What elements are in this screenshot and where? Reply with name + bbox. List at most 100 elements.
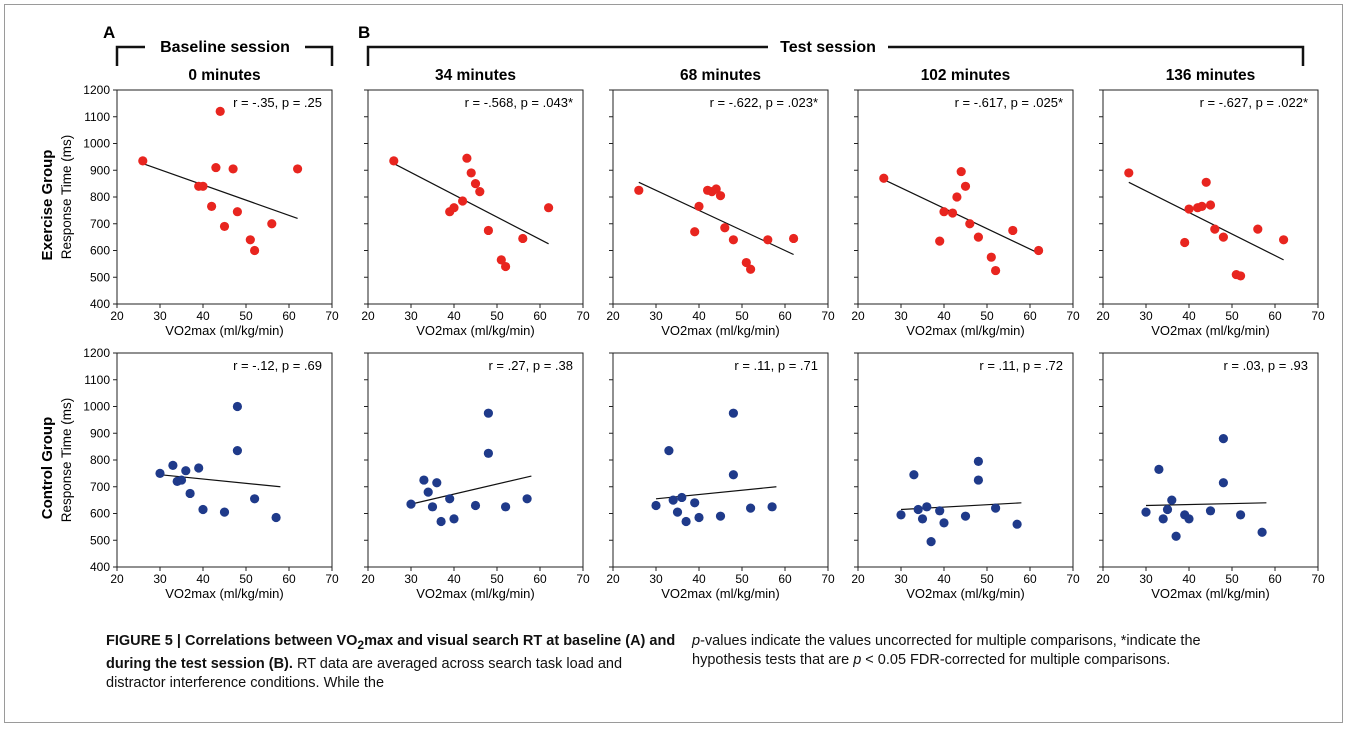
correlation-annotation: r = .27, p = .38 [488, 358, 573, 373]
data-point [956, 166, 966, 177]
data-point [181, 466, 191, 476]
x-tick-label: 40 [1182, 572, 1196, 586]
plot-title: 68 minutes [680, 67, 761, 84]
y-tick-label: 1100 [84, 373, 110, 387]
x-tick-label: 20 [606, 572, 620, 586]
x-tick-label: 60 [282, 309, 296, 323]
data-point [176, 475, 187, 485]
data-point [1034, 245, 1044, 256]
x-tick-label: 30 [894, 572, 908, 586]
x-tick-label: 20 [361, 309, 375, 323]
data-point [664, 446, 674, 456]
plot-exercise-4: 136 minutes 20 30 40 50 60 70 VO2max (ml/kg/min… [1096, 67, 1325, 338]
x-axis-label: VO2max (ml/kg/min) [165, 586, 283, 601]
data-point [728, 235, 739, 245]
data-point [1253, 224, 1263, 234]
plot-control-3: 20 30 40 50 60 70 VO2max (ml/kg/min) r = .11, p… [851, 352, 1080, 601]
trend-line [142, 162, 298, 219]
data-point [973, 475, 984, 485]
data-point [879, 173, 889, 183]
x-tick-label: 30 [153, 572, 167, 586]
x-axis-label: VO2max (ml/kg/min) [165, 323, 283, 338]
data-point [896, 510, 906, 520]
correlation-annotation: r = -.622, p = .023* [710, 95, 818, 110]
data-point [1012, 519, 1022, 529]
data-point [194, 463, 204, 473]
data-point [501, 502, 511, 512]
data-point [470, 179, 481, 189]
control-group-label: Control Group [39, 417, 56, 519]
data-point [728, 408, 739, 418]
data-point [965, 219, 975, 229]
x-tick-label: 20 [1096, 309, 1110, 323]
plot-title: 34 minutes [435, 67, 516, 84]
data-point [228, 164, 238, 174]
data-point [939, 207, 949, 217]
data-point [1184, 204, 1194, 214]
y-axis-label: Response Time (ms) [59, 398, 74, 523]
x-tick-label: 20 [851, 572, 865, 586]
y-tick-label: 1200 [83, 83, 110, 97]
data-point [1205, 506, 1216, 516]
plot-frame [367, 89, 584, 305]
data-point [470, 500, 481, 511]
baseline-session-label: Baseline session [160, 39, 290, 56]
data-point [232, 207, 242, 217]
caption-body-b: -values indicate the values uncorrected … [692, 633, 1201, 668]
data-point [767, 502, 777, 512]
x-axis-label: VO2max (ml/kg/min) [416, 323, 534, 338]
data-point [1257, 527, 1267, 537]
x-tick-label: 70 [576, 572, 590, 586]
data-point [960, 511, 971, 521]
data-point [267, 219, 277, 229]
data-point [1218, 232, 1228, 242]
x-tick-label: 60 [1023, 309, 1037, 323]
data-point [935, 236, 945, 246]
x-tick-label: 30 [649, 572, 663, 586]
data-point [483, 448, 493, 458]
plot-frame [612, 352, 829, 568]
data-point [518, 233, 528, 244]
y-tick-label: 400 [90, 560, 110, 574]
y-tick-label: 800 [90, 453, 110, 467]
data-point [1210, 224, 1220, 234]
data-point [746, 503, 756, 513]
x-tick-label: 70 [1066, 309, 1080, 323]
plot-frame [1102, 352, 1319, 568]
data-point [185, 488, 195, 499]
trend-line [1128, 181, 1284, 261]
data-point [436, 516, 446, 527]
data-point [690, 227, 700, 237]
y-tick-label: 1000 [83, 400, 110, 414]
y-tick-label: 1200 [83, 346, 110, 360]
x-tick-label: 20 [110, 309, 124, 323]
x-tick-label: 30 [153, 309, 167, 323]
data-point [677, 492, 687, 503]
data-point [522, 494, 532, 504]
data-point [406, 499, 416, 509]
x-tick-label: 20 [1096, 572, 1110, 586]
data-point [475, 187, 485, 197]
x-tick-label: 30 [894, 309, 908, 323]
data-point [741, 257, 751, 268]
x-tick-label: 40 [447, 572, 461, 586]
plot-control-0: 20 30 40 50 60 70 400 500 600 700 800 900 1000 1100 12… [59, 346, 339, 601]
data-point [138, 156, 148, 166]
data-point [728, 470, 739, 480]
data-point [449, 203, 459, 213]
data-point [681, 516, 691, 527]
baseline-bracket [115, 45, 334, 66]
x-tick-label: 30 [1139, 309, 1153, 323]
plot-frame [1102, 89, 1319, 305]
data-point [746, 264, 756, 274]
data-point [271, 512, 281, 523]
y-tick-label: 700 [90, 217, 110, 231]
data-point [1205, 200, 1216, 210]
plot-frame [857, 89, 1074, 305]
data-point [219, 221, 230, 232]
data-point [496, 255, 506, 265]
data-point [466, 168, 476, 178]
correlation-annotation: r = -.35, p = .25 [233, 95, 322, 110]
data-point [694, 512, 704, 523]
data-point [1197, 201, 1207, 211]
